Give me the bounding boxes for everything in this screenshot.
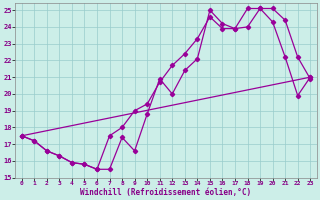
- X-axis label: Windchill (Refroidissement éolien,°C): Windchill (Refroidissement éolien,°C): [80, 188, 252, 197]
